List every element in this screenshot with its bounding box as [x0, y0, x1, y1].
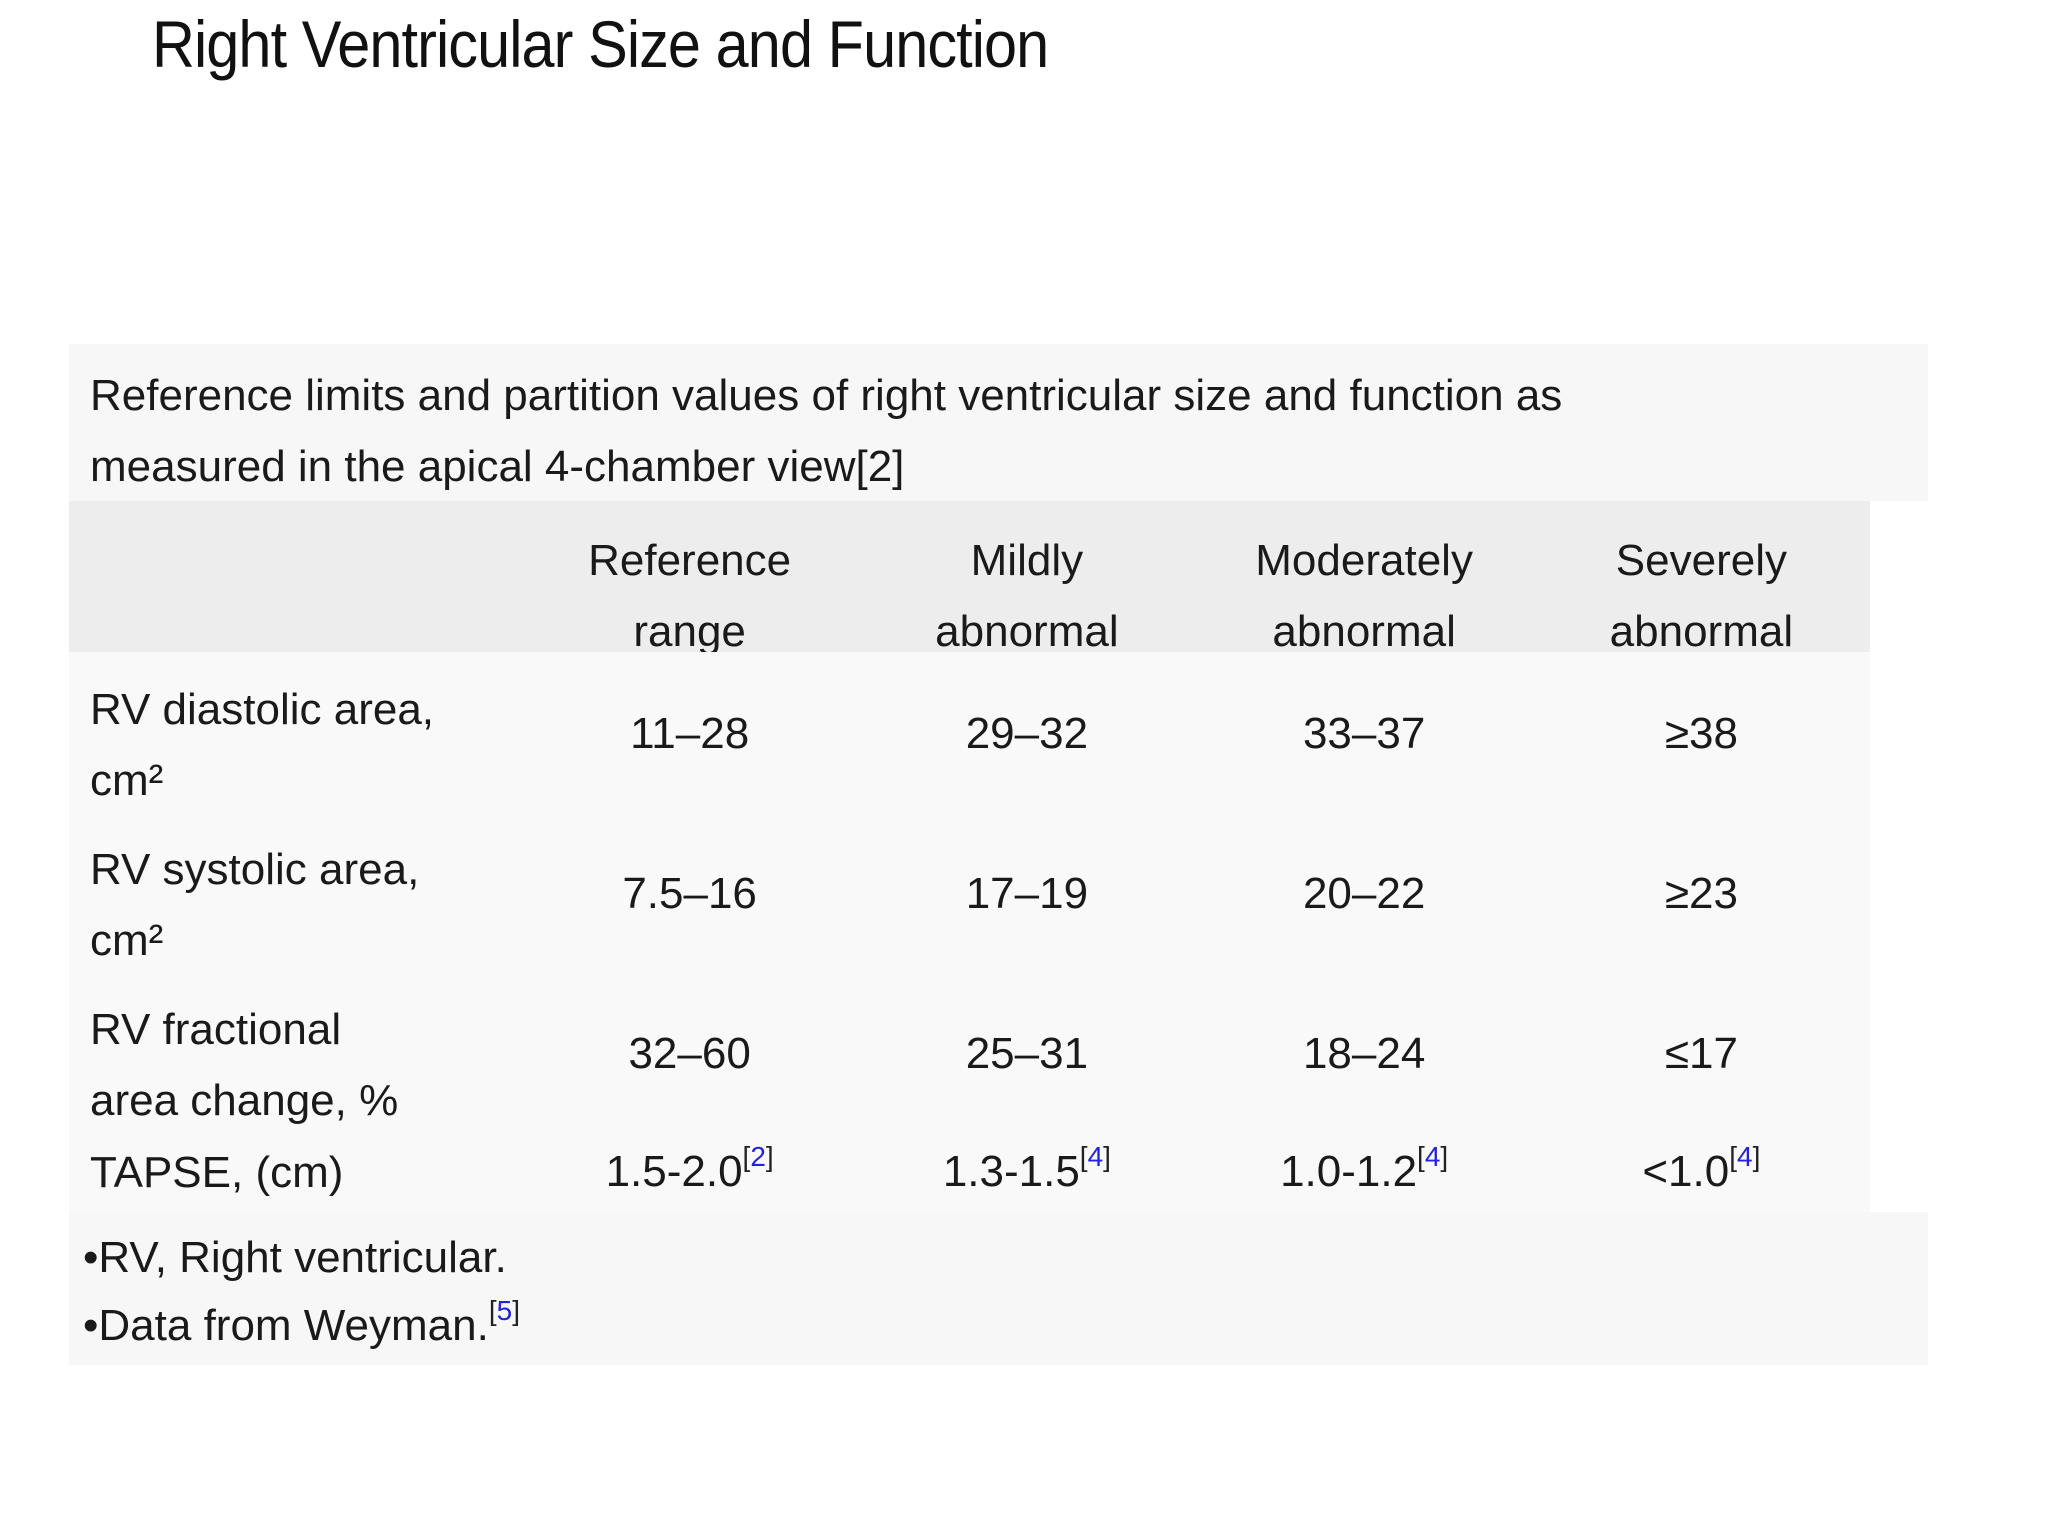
- cell-value: 1.5-2.0[2]: [521, 1143, 858, 1198]
- reference-superscript: [4]: [1417, 1141, 1449, 1173]
- cell-value: 7.5–16: [622, 869, 757, 918]
- row-label: RV fractional area change, %: [90, 1005, 399, 1125]
- cell-value: ≤17: [1664, 1029, 1738, 1078]
- cell-value: <1.0[4]: [1533, 1143, 1870, 1198]
- footnote-data-source: •Data from Weyman.[5]: [83, 1295, 520, 1350]
- table-row-rv-diastolic-area: RV diastolic area, cm² 11–28 29–32 33–37…: [69, 652, 1870, 812]
- reference-superscript: [2]: [742, 1141, 774, 1173]
- table-row-rv-systolic-area: RV systolic area, cm² 7.5–16 17–19 20–22…: [69, 812, 1870, 972]
- value-text: <1.0: [1642, 1147, 1730, 1196]
- reference-superscript: [5]: [488, 1295, 520, 1327]
- cell-value: 18–24: [1302, 1029, 1426, 1078]
- table-row-tapse: TAPSE, (cm) 1.5-2.0[2] 1.3-1.5[4] 1.0-1.…: [69, 1132, 1870, 1212]
- table-body: RV diastolic area, cm² 11–28 29–32 33–37…: [69, 652, 1870, 1212]
- column-header-moderately-abnormal: Moderately abnormal: [1255, 536, 1473, 656]
- cell-value: 29–32: [965, 709, 1089, 758]
- table-row-rv-fractional-area-change: RV fractional area change, % 32–60 25–31…: [69, 972, 1870, 1132]
- header-cell-empty: [69, 501, 521, 667]
- cell-value: 1.3-1.5[4]: [858, 1143, 1195, 1198]
- reference-superscript: [4]: [1079, 1141, 1111, 1173]
- column-header-reference-range: Reference range: [588, 536, 792, 656]
- cell-value: 25–31: [965, 1029, 1089, 1078]
- cell-value: 1.0-1.2[4]: [1196, 1143, 1533, 1198]
- row-label: RV diastolic area, cm²: [90, 685, 435, 805]
- cell-value: ≥23: [1664, 869, 1738, 918]
- cell-value: 32–60: [628, 1029, 751, 1078]
- cell-value: 20–22: [1302, 869, 1426, 918]
- table-caption: Reference limits and partition values of…: [69, 344, 1928, 501]
- footnote-rv-abbreviation: •RV, Right ventricular.: [83, 1233, 507, 1282]
- value-text: 1.0-1.2: [1280, 1147, 1418, 1196]
- table-header-row: Reference range Mildly abnormal Moderate…: [69, 501, 1870, 656]
- cell-value: ≥38: [1664, 709, 1738, 758]
- footnotes: •RV, Right ventricular. •Data from Weyma…: [69, 1212, 1928, 1365]
- cell-value: 33–37: [1302, 709, 1426, 758]
- page-title: Right Ventricular Size and Function: [152, 7, 1049, 81]
- cell-value: 17–19: [965, 869, 1089, 918]
- reference-superscript: [4]: [1729, 1141, 1761, 1173]
- column-header-severely-abnormal: Severely abnormal: [1609, 536, 1794, 656]
- value-text: 1.3-1.5: [942, 1147, 1080, 1196]
- row-label: RV systolic area, cm²: [90, 845, 420, 965]
- cell-value: 11–28: [630, 709, 750, 758]
- row-label: TAPSE, (cm): [90, 1147, 344, 1197]
- column-header-mildly-abnormal: Mildly abnormal: [935, 536, 1119, 656]
- value-text: 1.5-2.0: [605, 1147, 743, 1196]
